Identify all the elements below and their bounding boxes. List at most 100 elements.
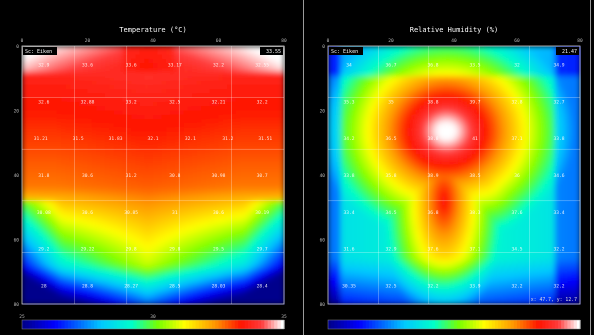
cell-value-label: 30.6 <box>213 210 224 216</box>
humidity-panel: Relative Humidity (%) 0 20 40 60 80 0 20 40 60 80 S… <box>304 0 590 335</box>
cell-value-label: 32 <box>514 62 520 68</box>
cell-value-label: 28.4 <box>257 284 268 290</box>
cell-value-label: 32.5 <box>169 99 180 105</box>
cell-value-label: 36.8 <box>427 62 438 68</box>
cell-value-label: 38.8 <box>427 99 438 105</box>
cell-value-label: 36 <box>514 173 520 179</box>
x-tick-label: 40 <box>150 38 156 44</box>
x-tick-label: 0 <box>327 38 330 44</box>
cell-value-label: 32.2 <box>511 284 522 290</box>
y-tick-label: 60 <box>14 238 20 244</box>
cell-value-label: 31.8 <box>38 173 49 179</box>
cell-value-label: 28.27 <box>124 284 138 290</box>
cell-value-label: 33.6 <box>82 62 93 68</box>
cell-value-label: 38.8 <box>427 136 438 142</box>
x-tick-label: 80 <box>281 38 287 44</box>
cell-value-label: 31.2 <box>222 136 233 142</box>
cell-value-label: 33.4 <box>343 210 354 216</box>
cell-value-label: 30.85 <box>124 210 138 216</box>
y-tick-label: 0 <box>16 44 19 50</box>
cell-value-label: 30.08 <box>37 210 51 216</box>
y-tick-label: 60 <box>320 238 326 244</box>
cell-value-label: 31.2 <box>126 173 137 179</box>
cell-value-label: 32.2 <box>553 247 564 253</box>
cell-value-label: 37.1 <box>511 136 522 142</box>
cell-value-label: 30.6 <box>82 173 93 179</box>
cell-value-label: 32.6 <box>38 99 49 105</box>
cell-value-label: 33.6 <box>126 62 137 68</box>
x-tick-label: 0 <box>21 38 24 44</box>
x-tick-label: 20 <box>388 38 394 44</box>
cell-value-label: 33.9 <box>469 284 480 290</box>
x-tick-label: 40 <box>451 38 457 44</box>
corner-label-box-left <box>23 47 57 55</box>
cell-value-label: 32.2 <box>257 99 268 105</box>
temperature-heatmap: Temperature (°C) 0 20 40 60 80 0 20 40 60 80 Sc: Ei… <box>14 26 287 330</box>
chart-title: Temperature (°C) <box>119 26 186 34</box>
cell-value-label: 30.35 <box>342 284 356 290</box>
cell-value-label: 30.98 <box>212 173 226 179</box>
cell-value-label: 31.83 <box>109 136 123 142</box>
cell-value-label: 35.8 <box>385 173 396 179</box>
x-tick-label: 60 <box>216 38 222 44</box>
y-tick-label: 40 <box>14 173 20 179</box>
cell-value-label: 34.5 <box>511 247 522 253</box>
chart-title: Relative Humidity (%) <box>410 26 499 34</box>
cell-value-label: 32.1 <box>185 136 196 142</box>
cell-value-label: 29.8 <box>126 247 137 253</box>
cell-value-label: 29.22 <box>81 247 95 253</box>
cell-value-label: 34.5 <box>385 210 396 216</box>
plot-frame <box>327 45 581 305</box>
cell-value-label: 32.21 <box>212 99 226 105</box>
cell-value-label: 34.6 <box>553 173 564 179</box>
cell-value-label: 32.8 <box>511 99 522 105</box>
cell-value-label: 36.5 <box>385 136 396 142</box>
cell-value-label: 39.7 <box>469 99 480 105</box>
corner-label-box-right <box>556 47 579 55</box>
colorbar <box>328 320 581 329</box>
cell-value-label: 38.3 <box>469 210 480 216</box>
cell-value-label: 32.88 <box>81 99 95 105</box>
x-tick-label: 80 <box>577 38 583 44</box>
corner-label-right: 21.47 <box>562 49 577 55</box>
x-tick-label: 60 <box>514 38 520 44</box>
heatmap-raster <box>328 46 581 305</box>
cell-value-label: 30.8 <box>169 173 180 179</box>
corner-label-right: 33.55 <box>266 49 281 55</box>
cell-value-label: 32.2 <box>427 284 438 290</box>
y-tick-label: 80 <box>14 302 20 308</box>
cell-value-label: 33.8 <box>553 136 564 142</box>
cell-value-label: 29.5 <box>213 247 224 253</box>
cell-value-label: 30.19 <box>255 210 269 216</box>
cell-value-label: 33.8 <box>343 173 354 179</box>
cell-value-label: 29.8 <box>169 247 180 253</box>
x-tick-label: 20 <box>85 38 91 44</box>
cell-value-label: 38.9 <box>427 173 438 179</box>
right-border <box>590 0 591 335</box>
cell-value-label: 35.3 <box>343 99 354 105</box>
y-tick-label: 20 <box>320 109 326 115</box>
temperature-panel: Temperature (°C) 0 20 40 60 80 0 20 40 60 80 Sc: Ei… <box>13 26 287 330</box>
cell-value-label: 33.17 <box>168 62 182 68</box>
colorbar-tick-label: 35 <box>281 314 287 320</box>
y-tick-label: 40 <box>320 173 326 179</box>
cell-value-label: 36.7 <box>385 62 396 68</box>
cell-value-label: 31.21 <box>34 136 48 142</box>
cell-value-label: 34.2 <box>343 136 354 142</box>
cell-value-label: 37.6 <box>427 247 438 253</box>
cell-value-label: 33.5 <box>469 62 480 68</box>
cell-value-label: 31.5 <box>73 136 84 142</box>
cell-value-label: 32.2 <box>213 62 224 68</box>
cell-value-label: 32.7 <box>553 99 564 105</box>
cell-value-label: 32.9 <box>38 62 49 68</box>
cell-value-label: 32.2 <box>553 284 564 290</box>
plot-frame <box>21 45 285 305</box>
corner-label-left: Sc: Eiken <box>25 49 52 55</box>
cell-value-label: 28.03 <box>212 284 226 290</box>
cell-value-label: 38.5 <box>469 173 480 179</box>
cell-value-label: 41 <box>472 136 478 142</box>
cell-value-label: 29.7 <box>257 247 268 253</box>
cell-value-label: 36.8 <box>427 210 438 216</box>
cell-value-label: 28.8 <box>82 284 93 290</box>
colorbar-tick-label: 30 <box>150 314 156 320</box>
